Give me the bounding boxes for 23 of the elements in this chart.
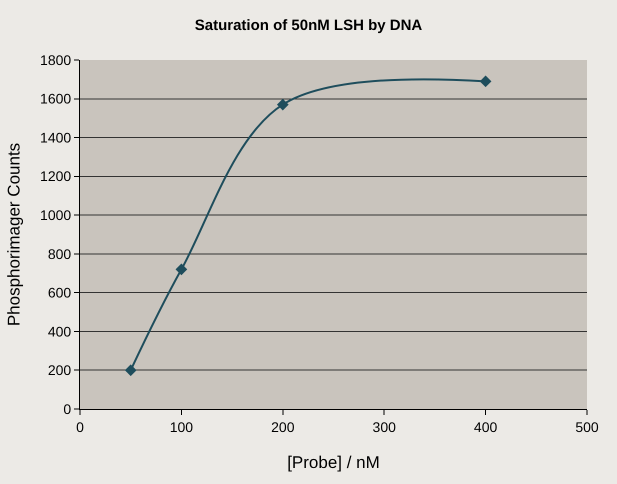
x-axis-title: [Probe] / nM: [287, 453, 380, 472]
x-tick-label: 0: [76, 418, 84, 435]
y-tick-label: 1800: [40, 52, 72, 68]
y-tick-label: 1200: [40, 168, 72, 184]
x-tick-label: 300: [372, 418, 396, 435]
point: [276, 98, 289, 110]
y-tick-label: 400: [48, 323, 72, 340]
y-tick-label: 1400: [40, 129, 72, 146]
y-tick-label: 0: [63, 400, 72, 417]
y-tick-label: 800: [48, 246, 72, 262]
y-tick-label: 200: [48, 362, 72, 378]
x-tick-label: 500: [575, 418, 599, 435]
x-tick-label: 200: [271, 418, 295, 435]
point: [480, 75, 492, 88]
y-tick-label: 600: [48, 284, 72, 301]
point: [124, 364, 137, 376]
x-tick-label: 100: [170, 418, 194, 435]
y-axis-title: Phosphorimager Counts: [4, 142, 24, 326]
y-tick-label: 1000: [40, 207, 72, 224]
x-tick-label: 400: [474, 418, 498, 435]
y-tick-label: 1600: [40, 90, 72, 107]
chart-title: Saturation of 50nM LSH by DNA: [194, 16, 422, 34]
point: [176, 264, 188, 276]
